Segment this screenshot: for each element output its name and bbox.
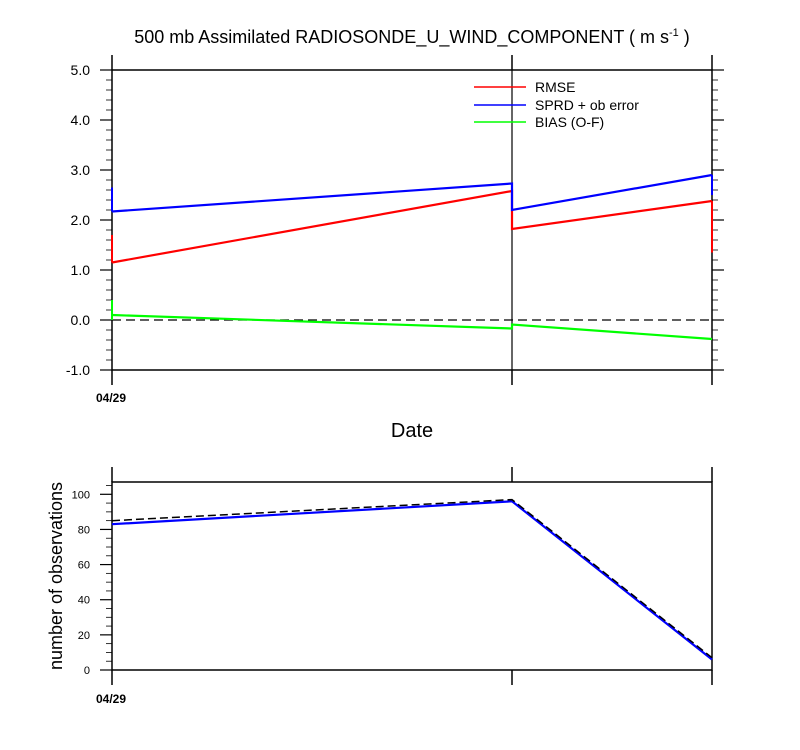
chart-title-main: 500 mb Assimilated RADIOSONDE_U_WIND_COM… — [134, 27, 669, 48]
bottom-series-group — [111, 498, 713, 661]
bottom-x-tick-label: 04/29 — [96, 692, 126, 706]
top-y-tick-label: 2.0 — [71, 212, 91, 228]
obs-count-line-assimilated — [111, 500, 713, 661]
bottom-axis-ticks: 0 20 40 60 80 100 — [72, 467, 713, 685]
bottom-y-tick-label: 40 — [78, 595, 90, 607]
bottom-y-tick-label: 0 — [84, 665, 90, 677]
legend-label-bias: BIAS (O-F) — [535, 114, 604, 130]
legend-label-sprd: SPRD + ob error — [535, 97, 639, 113]
top-y-tick-label: -1.0 — [66, 362, 90, 378]
legend-label-rmse: RMSE — [535, 79, 575, 95]
series-line-bias-o-f — [111, 313, 713, 341]
bottom-y-tick-label: 60 — [78, 560, 90, 572]
bottom-y-axis-title: number of observations — [46, 482, 66, 670]
chart-title-exponent: -1 — [669, 27, 679, 39]
top-y-tick-label: 1.0 — [71, 262, 91, 278]
top-x-tick-label: 04/29 — [96, 391, 126, 405]
series-line-rmse — [111, 189, 713, 264]
obs-count-line-total — [111, 498, 713, 659]
top-y-tick-label: 3.0 — [71, 162, 91, 178]
x-axis-title: Date — [391, 420, 433, 442]
top-y-tick-label: 5.0 — [71, 62, 91, 78]
top-y-tick-label: 0.0 — [71, 312, 91, 328]
series-line-sprd-ob-error — [111, 173, 713, 213]
chart-title: 500 mb Assimilated RADIOSONDE_U_WIND_COM… — [134, 27, 690, 48]
top-y-tick-label: 4.0 — [71, 112, 91, 128]
bottom-y-tick-label: 100 — [72, 489, 90, 501]
legend: RMSE SPRD + ob error BIAS (O-F) — [474, 79, 639, 130]
top-series-group — [111, 173, 713, 341]
bottom-plot-frame — [111, 481, 713, 671]
bottom-y-tick-label: 80 — [78, 524, 90, 536]
bottom-y-tick-label: 20 — [78, 630, 90, 642]
chart-title-end: ) — [679, 27, 690, 47]
